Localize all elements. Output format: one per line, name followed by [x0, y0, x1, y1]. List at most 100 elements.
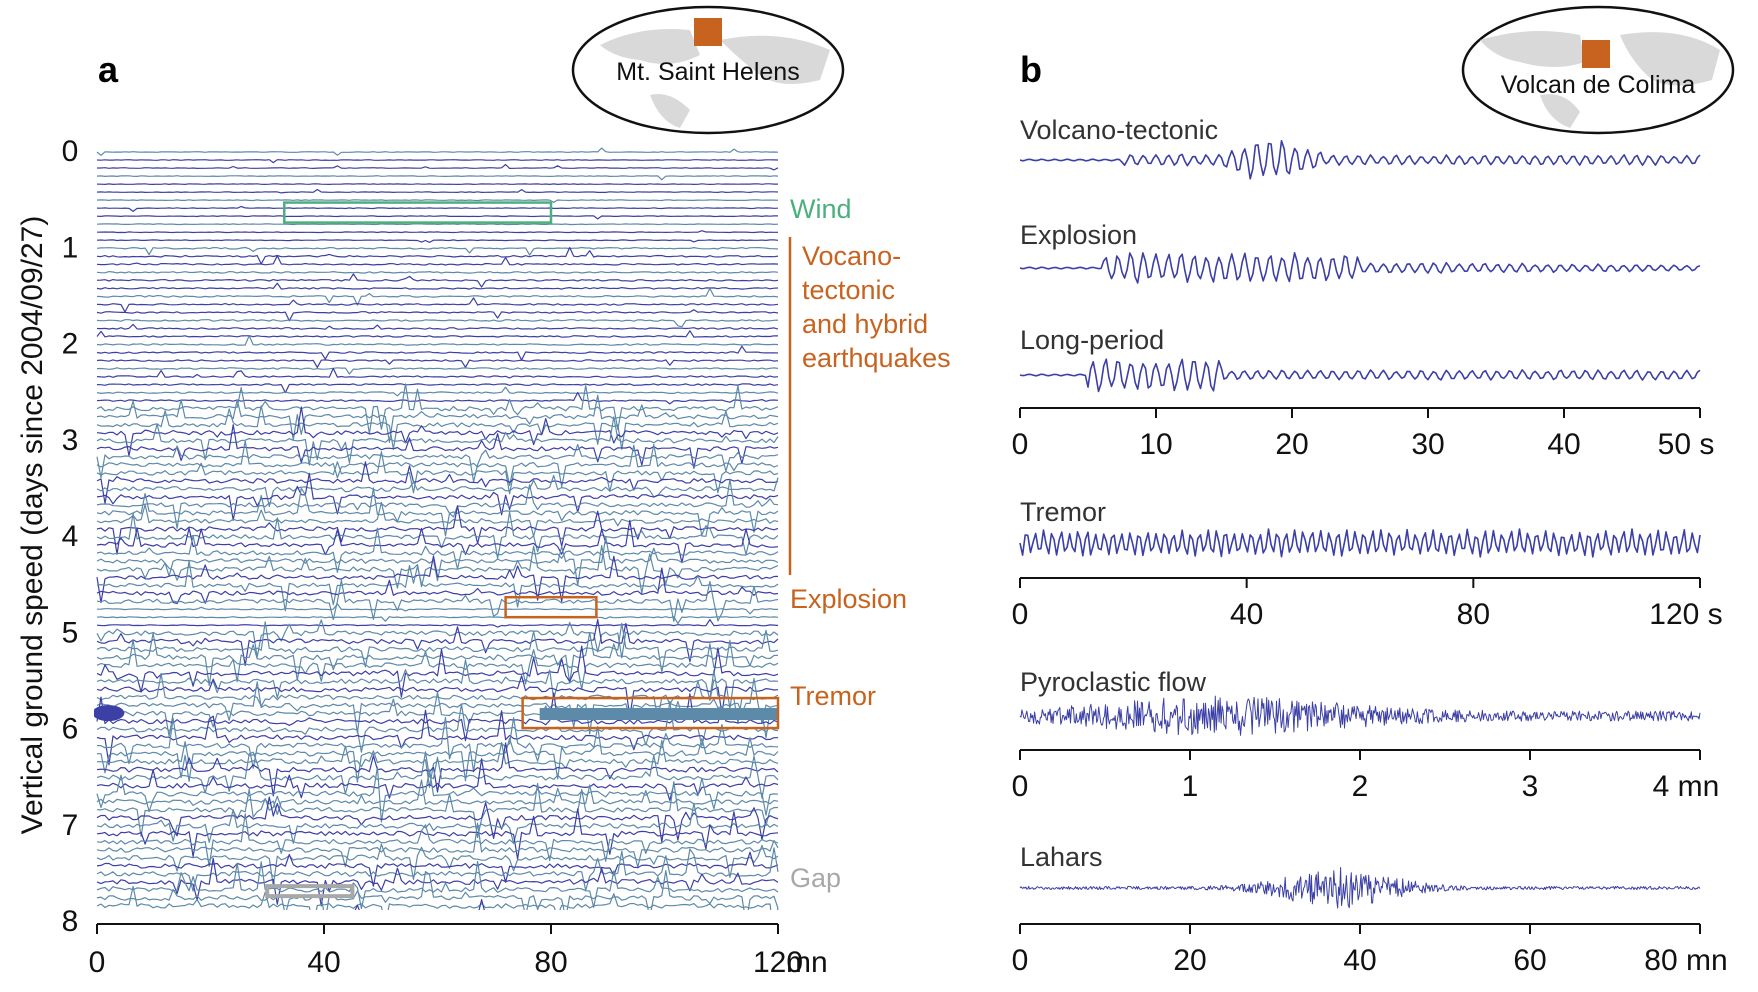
panel-a-ylabel: Vertical ground speed (days since 2004/0…: [16, 216, 49, 835]
seismic-trace: [96, 345, 779, 361]
seismic-trace: [96, 175, 779, 181]
land-shape: [1620, 32, 1720, 86]
y-tick-label: 3: [62, 424, 79, 457]
seismic-trace: [96, 215, 778, 220]
x-tick-label: 40: [307, 946, 340, 979]
seismic-trace: [96, 474, 779, 508]
seismic-trace: [96, 383, 779, 394]
waveform-series: [1019, 695, 1701, 736]
seismic-trace: [96, 847, 779, 892]
seismic-trace: [96, 618, 779, 667]
land-shape: [1540, 94, 1580, 128]
seismic-trace: [96, 677, 779, 735]
seismic-trace: [96, 230, 778, 234]
panel-b-map-inset: Volcan de Colima: [1461, 5, 1735, 135]
seismic-trace: [96, 282, 779, 290]
waveform-axis-label: 80: [1457, 598, 1490, 631]
map-label-b: Volcan de Colima: [1501, 71, 1696, 99]
seismic-trace: [96, 639, 779, 690]
seismic-trace: [96, 603, 778, 615]
land-shape: [1480, 31, 1585, 67]
seismic-trace: [96, 616, 779, 625]
seismic-trace: [96, 675, 779, 718]
seismic-trace: [96, 813, 779, 867]
waveform-axis-label: 30: [1411, 428, 1444, 461]
seismic-trace: [96, 330, 779, 338]
seismic-trace: [96, 796, 779, 843]
seismic-trace: [96, 621, 779, 673]
seismic-trace: [96, 659, 779, 710]
waveform-series: [1019, 867, 1701, 909]
event-box-wind: [283, 201, 553, 224]
panel-a-annotations: Wind Vocano- tectonic and hybrid earthqu…: [788, 194, 951, 893]
annotation-vt-line2: tectonic: [802, 275, 895, 305]
seismic-trace: [96, 416, 779, 466]
seismic-trace: [96, 739, 779, 788]
event-box-explosion: [504, 595, 598, 619]
waveform-axis-label: 50 s: [1658, 428, 1715, 461]
x-tick-label: 0: [89, 946, 106, 979]
seismic-trace: [96, 205, 779, 212]
seismic-trace: [96, 367, 779, 375]
seismic-trace: [96, 645, 779, 698]
seismic-trace: [96, 536, 779, 586]
seismic-trace: [96, 183, 778, 185]
seismic-trace: [96, 860, 779, 910]
x-tick-label: 120: [753, 946, 803, 979]
waveform-axis-label: 4 mn: [1653, 770, 1720, 803]
y-tick-label: 8: [62, 905, 79, 938]
waveform-axis-label: 2: [1352, 770, 1369, 803]
seismic-trace: [96, 386, 779, 397]
seismic-trace: [96, 700, 779, 753]
waveform-axis-label: 0: [1012, 944, 1029, 977]
seismic-trace: [96, 406, 779, 457]
seismic-trace: [96, 297, 779, 313]
tremor-blob: [94, 705, 125, 722]
seismic-trace: [96, 716, 779, 773]
waveform-axis-label: 0: [1012, 598, 1029, 631]
waveform-title: Tremor: [1020, 497, 1106, 527]
annotation-vt-line3: and hybrid: [802, 309, 928, 339]
annotation-tremor: Tremor: [790, 681, 876, 711]
y-tick-label: 6: [62, 713, 79, 746]
location-marker-a: [694, 18, 722, 46]
tremor-band: [539, 708, 778, 721]
panel-a-x-ticks: 0 40 80 120: [89, 924, 803, 979]
seismic-trace: [96, 394, 779, 443]
location-marker-b: [1582, 40, 1610, 68]
seismic-trace: [96, 726, 779, 783]
y-tick-label: 2: [62, 328, 79, 361]
annotation-explosion: Explosion: [790, 584, 907, 614]
waveform-title: Pyroclastic flow: [1020, 667, 1207, 697]
seismic-trace: [96, 451, 779, 495]
waveform-axis-label: 60: [1513, 944, 1546, 977]
panel-a-event-boxes: [265, 201, 780, 899]
seismic-trace: [96, 391, 779, 405]
panel-a-traces: [94, 147, 779, 910]
land-shape: [600, 29, 700, 64]
seismic-trace: [96, 472, 779, 521]
waveform-axis-label: 10: [1139, 428, 1172, 461]
x-tick-label: 80: [534, 946, 567, 979]
seismic-trace: [96, 781, 779, 839]
seismic-trace: [96, 758, 779, 801]
waveform-axis-label: 120 s: [1649, 598, 1722, 631]
seismic-trace: [96, 246, 779, 256]
waveform-axis-label: 0: [1012, 428, 1029, 461]
seismic-trace: [96, 519, 779, 564]
annotation-wind: Wind: [790, 194, 852, 224]
waveform-series: [1019, 140, 1701, 180]
y-tick-label: 4: [62, 520, 79, 553]
waveform-title: Explosion: [1020, 220, 1137, 250]
panel-a-y-ticks: 0 1 2 3 4 5 6 7 8: [62, 135, 79, 938]
seismic-trace: [96, 444, 779, 483]
waveform-axis-label: 40: [1547, 428, 1580, 461]
land-shape: [650, 94, 690, 128]
seismic-trace: [96, 511, 779, 559]
seismic-trace: [96, 309, 779, 322]
seismic-trace: [96, 188, 779, 194]
seismic-trace: [96, 870, 779, 910]
seismic-trace: [96, 742, 779, 797]
seismic-trace: [96, 287, 779, 306]
